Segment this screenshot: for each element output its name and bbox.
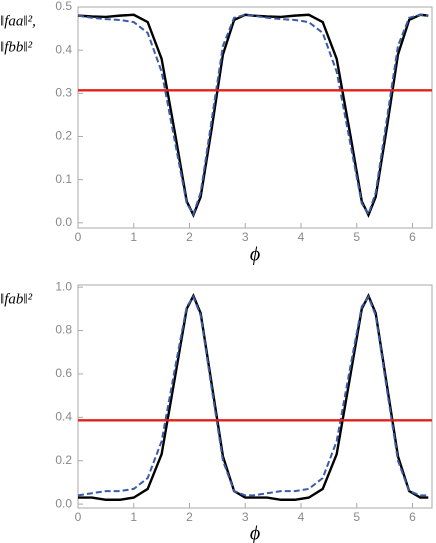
- x-tick-label: 2: [186, 230, 193, 244]
- series-line: [78, 293, 429, 501]
- x-axis-label: ϕ: [250, 523, 260, 543]
- y-tick-label: 0.1: [55, 172, 72, 186]
- x-tick-label: 0: [75, 230, 82, 244]
- x-tick-label: 1: [130, 230, 137, 244]
- y-tick-label: 0.4: [55, 42, 72, 56]
- y-tick-label: 0.2: [55, 453, 72, 467]
- y-axis-label: ‖faa‖²,: [0, 13, 36, 29]
- y-tick-label: 0.0: [55, 215, 72, 229]
- x-tick-label: 3: [242, 230, 249, 244]
- y-tick-label: 0.4: [55, 409, 72, 423]
- x-tick-label: 5: [353, 230, 360, 244]
- plot-frame: [77, 284, 433, 509]
- y-tick-label: 1.0: [55, 279, 72, 293]
- y-axis-label: ‖fab‖²: [0, 291, 33, 307]
- x-tick-label: 5: [353, 510, 360, 524]
- series-line: [77, 294, 429, 497]
- x-tick-label: 2: [186, 510, 193, 524]
- y-tick-label: 0.2: [55, 129, 72, 143]
- y-tick-label: 0.8: [55, 323, 72, 337]
- x-tick-label: 6: [409, 230, 416, 244]
- plot-frame: [77, 6, 433, 229]
- x-tick-label: 4: [298, 230, 305, 244]
- x-tick-label: 6: [409, 510, 416, 524]
- y-tick-label: 0.3: [55, 86, 72, 100]
- x-tick-label: 4: [298, 510, 305, 524]
- x-tick-label: 0: [75, 510, 82, 524]
- series-line: [77, 13, 429, 219]
- x-tick-label: 3: [242, 510, 249, 524]
- series-line: [77, 13, 429, 217]
- x-tick-label: 1: [130, 510, 137, 524]
- y-axis-label: ‖fbb‖²: [0, 39, 33, 55]
- x-axis-label: ϕ: [250, 244, 260, 266]
- y-tick-label: 0.6: [55, 366, 72, 380]
- y-tick-label: 0.0: [55, 496, 72, 510]
- y-tick-label: 0.5: [55, 0, 72, 13]
